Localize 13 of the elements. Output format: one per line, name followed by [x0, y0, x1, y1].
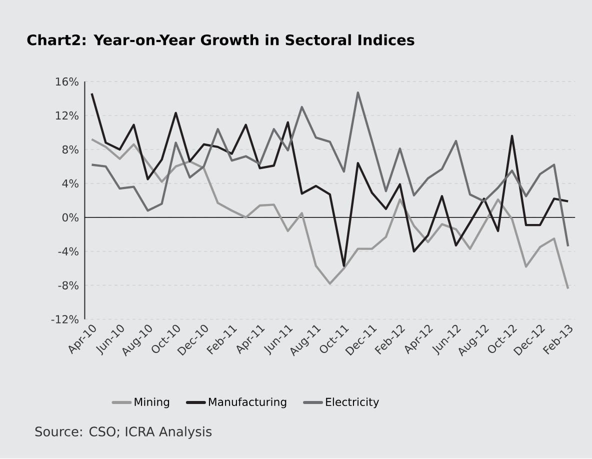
y-tick-label: 12% [56, 112, 78, 120]
chart-title: Chart2: Year-on-Year Growth in Sectoral Indices [27, 34, 414, 46]
y-tick-label: 4% [62, 180, 78, 188]
legend-label: Manufacturing [208, 398, 286, 408]
legend-label: Mining [134, 398, 170, 408]
y-tick-label: 8% [62, 146, 78, 154]
y-tick-label: -12% [51, 315, 78, 324]
y-tick-label: 16% [56, 78, 78, 86]
source-note: Source: CSO; ICRA Analysis [35, 426, 212, 440]
y-tick-label: 0% [62, 214, 78, 222]
y-tick-label: -4% [58, 247, 78, 256]
legend-label: Electricity [326, 398, 380, 408]
y-tick-label: -8% [58, 281, 78, 290]
